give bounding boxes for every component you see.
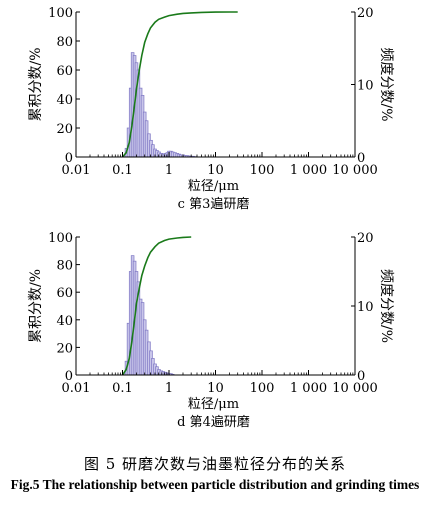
x-axis-label: 粒径/μm (188, 179, 239, 194)
y-tick-label: 20 (56, 341, 73, 356)
x-tick-label: 10 (207, 381, 224, 396)
y-tick-label: 0 (65, 151, 73, 166)
y2-tick-label: 10 (357, 79, 374, 94)
x-tick-label: 1 000 (290, 163, 327, 178)
y-tick-label: 80 (56, 35, 73, 50)
cumulative-curve (121, 11, 238, 158)
y2-axis-label: 频度分数/% (378, 47, 394, 121)
y-axis-label: 累积分数/% (28, 269, 44, 343)
panel-subtitle: c 第3遍研磨 (178, 196, 250, 212)
y2-axis-label: 频度分数/% (378, 269, 394, 343)
y2-tick-label: 0 (357, 369, 365, 384)
cumulative-curve (121, 236, 192, 376)
y2-tick-label: 20 (357, 6, 374, 21)
x-axis-label: 粒径/μm (188, 397, 239, 412)
y-tick-label: 0 (65, 369, 73, 384)
y-tick-label: 100 (48, 231, 73, 246)
x-tick-label: 1 (165, 163, 173, 178)
y-axis-label: 累积分数/% (28, 47, 44, 121)
y-tick-label: 20 (56, 122, 73, 137)
figure-caption-en: Fig.5 The relationship between particle … (10, 477, 420, 492)
x-tick-label: 100 (250, 381, 275, 396)
x-tick-label: 1 000 (290, 381, 327, 396)
chart-panel-c: 0.01 0.1 1 10 100 1 000 10 0000204060801000102… (28, 6, 394, 212)
x-tick-label: 100 (250, 163, 275, 178)
panel-subtitle: d 第4遍研磨 (177, 414, 250, 430)
x-tick-label: 10 (207, 163, 224, 178)
x-tick-label: 0.1 (112, 381, 133, 396)
x-tick-label: 0.1 (112, 163, 133, 178)
x-tick-label: 10 000 (332, 163, 378, 178)
y2-tick-label: 0 (357, 151, 365, 166)
y-tick-label: 60 (56, 286, 73, 301)
x-tick-label: 10 000 (332, 381, 378, 396)
y2-tick-label: 10 (357, 300, 374, 315)
y-tick-label: 40 (56, 93, 73, 108)
y2-tick-label: 20 (357, 231, 374, 246)
x-tick-label: 0.01 (62, 163, 91, 178)
y-tick-label: 80 (56, 259, 73, 274)
y-tick-label: 60 (56, 64, 73, 79)
y-tick-label: 100 (48, 6, 73, 21)
x-tick-label: 0.01 (62, 381, 91, 396)
figure-caption-cn: 图 5 研磨次数与油墨粒径分布的关系 (83, 455, 347, 473)
x-tick-label: 1 (165, 381, 173, 396)
y-tick-label: 40 (56, 314, 73, 329)
chart-panel-d: 0.01 0.1 1 10 100 1 000 10 0000204060801000102… (28, 231, 394, 430)
